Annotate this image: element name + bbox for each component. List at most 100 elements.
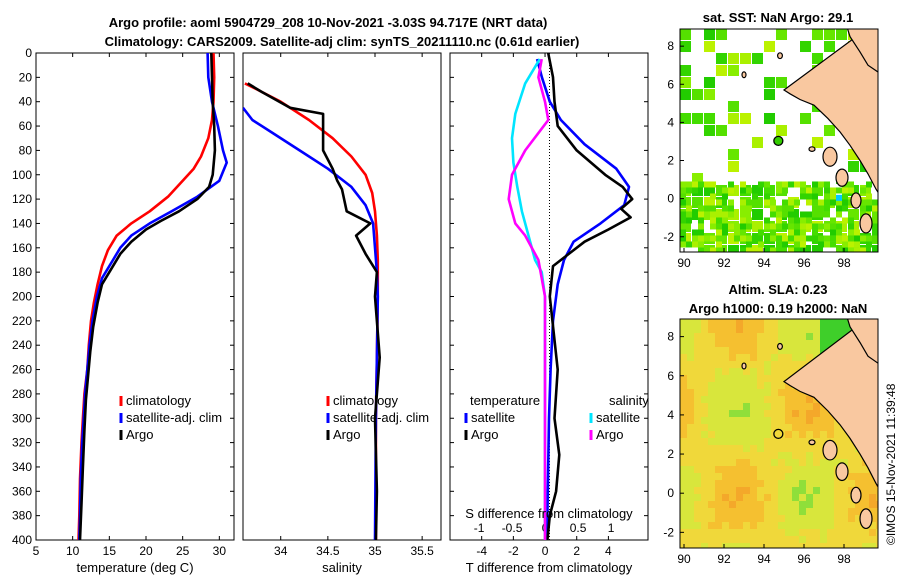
sla-cell	[729, 480, 736, 487]
x-tick-label: 5	[33, 544, 40, 558]
sla-cell	[715, 368, 722, 375]
sla-cell	[701, 508, 708, 515]
sla-cell	[778, 543, 785, 548]
sla-cell	[680, 508, 687, 515]
sla-cell	[778, 389, 785, 396]
sla-cell	[708, 368, 715, 375]
sla-cell	[750, 319, 757, 326]
map-x-tick-label: 92	[717, 552, 731, 566]
island	[835, 168, 849, 187]
sla-cell	[757, 494, 764, 501]
sst-cell	[824, 205, 830, 212]
sla-cell	[750, 424, 757, 431]
sla-cell	[757, 333, 764, 340]
sla-cell	[708, 333, 715, 340]
sst-cell	[740, 223, 746, 230]
sla-cell	[855, 522, 862, 529]
sst-cell	[776, 223, 782, 230]
sla-cell	[736, 543, 743, 548]
sla-cell	[778, 326, 785, 333]
sla-cell	[743, 445, 750, 452]
sst-cell	[716, 199, 722, 206]
sla-cell	[708, 375, 715, 382]
sla-cell	[750, 515, 757, 522]
sla-cell	[701, 494, 708, 501]
sst-cell	[710, 223, 716, 230]
sla-cell	[848, 501, 855, 508]
sst-cell	[740, 247, 746, 252]
sla-cell	[757, 452, 764, 459]
sst-cell	[776, 29, 787, 40]
sla-cell	[736, 480, 743, 487]
sla-cell	[834, 508, 841, 515]
sla-cell	[792, 536, 799, 543]
sla-cell	[813, 466, 820, 473]
sla-cell	[799, 340, 806, 347]
sla-cell	[820, 459, 827, 466]
sla-cell	[680, 389, 687, 396]
x-tick-label: 0	[542, 544, 549, 558]
sla-cell	[848, 480, 855, 487]
sla-cell	[736, 459, 743, 466]
sla-cell	[771, 445, 778, 452]
y-tick-label: 60	[19, 119, 33, 133]
sla-cell	[820, 340, 827, 347]
sla-cell	[764, 354, 771, 361]
sla-cell	[687, 347, 694, 354]
sla-cell	[806, 326, 813, 333]
sla-cell	[715, 508, 722, 515]
sla-cell	[722, 438, 729, 445]
sst-cell	[812, 181, 818, 188]
sla-cell	[855, 459, 862, 466]
sla-cell	[841, 438, 848, 445]
sla-cell	[827, 319, 834, 326]
sla-cell	[799, 438, 806, 445]
sla-cell	[771, 347, 778, 354]
sla-cell	[694, 424, 701, 431]
sla-cell	[778, 522, 785, 529]
sla-cell	[785, 480, 792, 487]
sst-cell	[800, 241, 806, 248]
sst-cell	[716, 245, 727, 252]
sla-cell	[701, 361, 708, 368]
sla-cell	[869, 508, 876, 515]
sla-cell	[785, 536, 792, 543]
sla-cell	[729, 361, 736, 368]
sla-cell	[799, 543, 806, 548]
sla-cell	[876, 515, 878, 522]
sla-cell	[750, 452, 757, 459]
sst-cell	[746, 247, 752, 252]
sla-cell	[834, 480, 841, 487]
sla-cell	[680, 431, 687, 438]
sla-cell	[757, 417, 764, 424]
sla-cell	[778, 438, 785, 445]
sla-cell	[694, 529, 701, 536]
sla-cell	[778, 452, 785, 459]
sla-cell	[743, 480, 750, 487]
x-tick-label: 20	[139, 544, 153, 558]
sla-cell	[680, 515, 687, 522]
sla-cell	[841, 508, 848, 515]
sla-cell	[722, 501, 729, 508]
sla-cell	[701, 340, 708, 347]
sla-cell	[827, 333, 834, 340]
sst-cell	[752, 245, 763, 252]
sla-cell	[750, 361, 757, 368]
sla-cell	[708, 501, 715, 508]
sla-cell	[687, 403, 694, 410]
sla-cell	[743, 494, 750, 501]
sla-cell	[799, 515, 806, 522]
sla-cell	[799, 501, 806, 508]
sla-cell	[813, 347, 820, 354]
sla-cell	[792, 445, 799, 452]
sla-cell	[687, 529, 694, 536]
sla-cell	[778, 361, 785, 368]
sla-cell	[750, 494, 757, 501]
sst-cell	[764, 223, 770, 230]
sla-cell	[806, 410, 813, 417]
sla-cell	[722, 494, 729, 501]
sst-cell	[776, 211, 782, 218]
sst-cell	[818, 199, 824, 206]
sst-cell	[716, 217, 722, 224]
sst-cell	[776, 77, 787, 88]
